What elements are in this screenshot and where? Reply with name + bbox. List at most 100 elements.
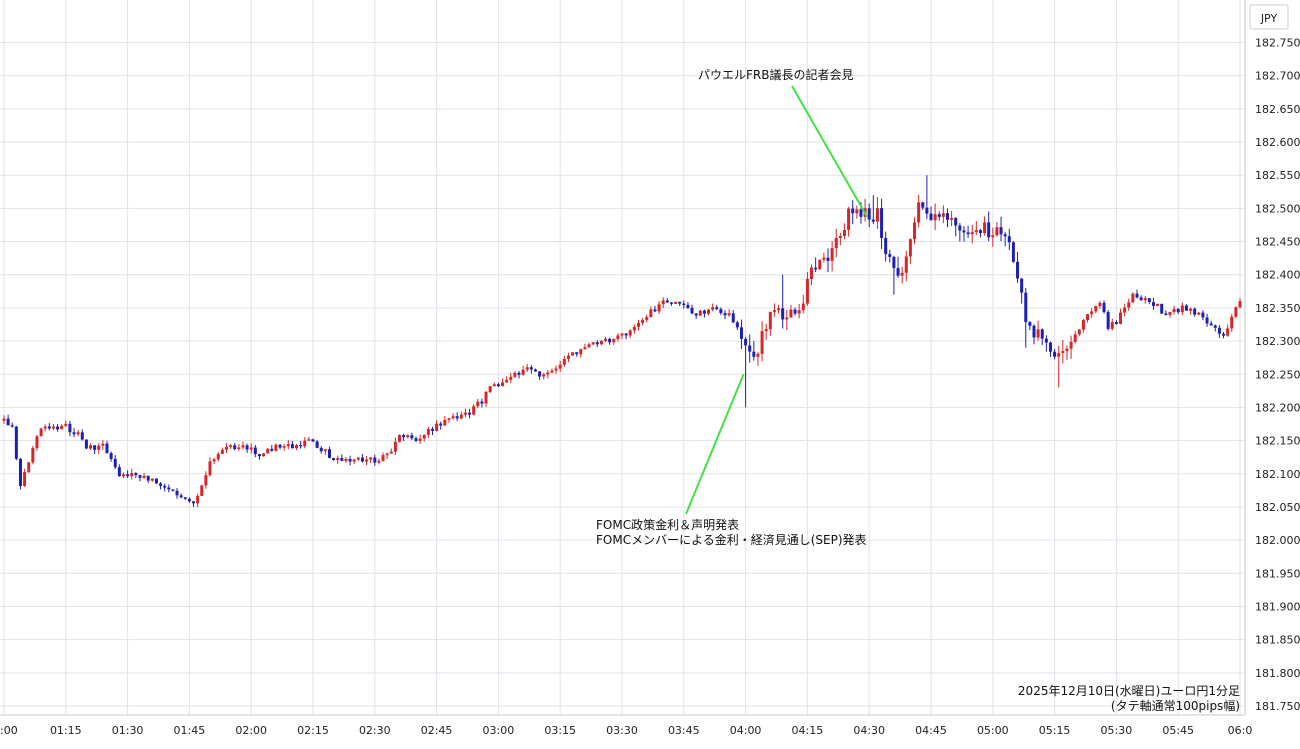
candle-body (311, 439, 315, 442)
candle-body (1123, 307, 1127, 313)
candle-body (702, 310, 706, 314)
candle-body (430, 428, 434, 431)
candle-body (801, 303, 805, 311)
candle-body (414, 438, 418, 441)
candle (327, 446, 331, 459)
candle (159, 482, 163, 490)
candle-body (880, 208, 884, 238)
candle (245, 443, 249, 453)
candle (1036, 320, 1040, 341)
x-tick-label: 05:15 (1039, 724, 1071, 737)
candle-body (163, 485, 167, 488)
candle-body (406, 435, 410, 438)
candle-body (991, 235, 995, 238)
candle-body (171, 489, 175, 491)
candle-body (842, 229, 846, 237)
candle (311, 438, 315, 442)
candle-body (56, 426, 60, 430)
candle (884, 231, 888, 262)
candle-body (14, 426, 18, 459)
candle (1238, 298, 1242, 309)
candle (1024, 288, 1028, 348)
candle-body (484, 391, 488, 404)
candle (430, 426, 434, 436)
candle-body (513, 372, 517, 377)
candle (880, 198, 884, 249)
candle (591, 342, 595, 346)
candle-body (249, 447, 253, 450)
candle (1197, 312, 1201, 316)
candle-body (315, 441, 319, 448)
candle-body (768, 311, 772, 330)
candle-body (1205, 317, 1209, 324)
candle-body (451, 416, 455, 419)
y-tick-label: 182.350 (1255, 302, 1300, 315)
candle-body (167, 487, 171, 490)
candle (686, 302, 690, 309)
candle-body (661, 300, 665, 305)
candles (2, 175, 1242, 508)
candle (941, 205, 945, 224)
candle (608, 337, 612, 345)
candle (496, 382, 500, 388)
candle-body (105, 443, 109, 454)
candle (377, 458, 381, 465)
candle (1180, 302, 1184, 316)
candle (904, 250, 908, 282)
candle (113, 455, 117, 470)
candle-body (612, 339, 616, 343)
candle-body (834, 238, 838, 249)
candle-body (731, 313, 735, 323)
candle (533, 368, 537, 372)
candle (1131, 292, 1135, 303)
candle-body (282, 446, 286, 448)
currency-label-box (1249, 4, 1289, 30)
candle-body (352, 459, 356, 462)
candle (220, 447, 224, 455)
candle (1168, 311, 1172, 318)
candle (921, 201, 925, 210)
candle (463, 408, 467, 418)
candle (1110, 318, 1114, 331)
candle-body (340, 458, 344, 461)
candle-body (1234, 307, 1238, 317)
candle (1106, 310, 1110, 331)
x-tick-label: 02:45 (421, 724, 453, 737)
candle-body (1040, 329, 1044, 339)
candle-body (871, 219, 875, 222)
candle-body (97, 445, 101, 450)
candle (731, 310, 735, 324)
candle-body (707, 309, 711, 314)
candle-body (785, 317, 789, 320)
candle-body (455, 416, 459, 419)
candle-body (233, 445, 237, 450)
x-tick-label: 06:0 (1228, 724, 1253, 737)
candle (1230, 313, 1234, 332)
candle-body (933, 214, 937, 221)
candle-body (529, 367, 533, 370)
candle-body (937, 214, 941, 217)
x-tick-label: 03:15 (544, 724, 576, 737)
candle (855, 205, 859, 219)
candle-body (402, 435, 406, 438)
candle-body (360, 457, 364, 462)
candle-body (1168, 311, 1172, 315)
candle (624, 333, 628, 340)
candle-body (1114, 322, 1118, 325)
candle (1127, 298, 1131, 312)
candle (1003, 232, 1007, 247)
candle (1234, 306, 1238, 319)
candle-body (1048, 342, 1052, 352)
x-tick-label: 01:30 (112, 724, 144, 737)
y-tick-label: 182.100 (1255, 468, 1300, 481)
candle-body (690, 307, 694, 314)
candle-body (921, 202, 925, 208)
candle (60, 424, 64, 430)
candle-body (1003, 234, 1007, 237)
y-tick-label: 181.850 (1255, 634, 1300, 647)
candle (282, 444, 286, 451)
candle (727, 309, 731, 317)
candle (562, 355, 566, 368)
candle (682, 300, 686, 309)
